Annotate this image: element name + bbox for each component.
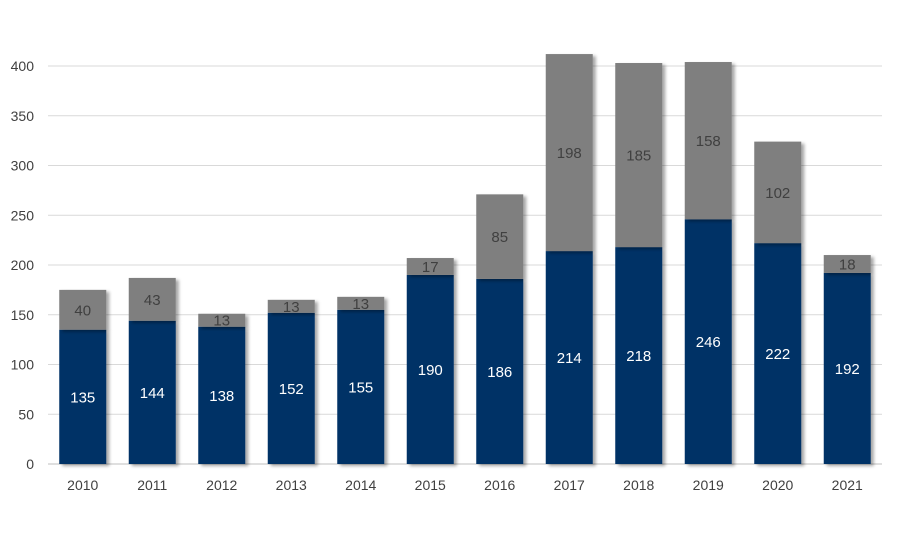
bar-segment [337,309,385,464]
data-label: 214 [557,350,582,367]
bar-segment [823,255,871,273]
bars: 135 40 144 43 138 13 152 13 155 13 190 17 186 85 214 19… [59,54,871,464]
data-label: 13 [283,299,300,316]
bar-segment [406,258,454,275]
bar-segment [545,251,593,464]
x-axis: 2010 2011 2012 2013 2014 2015 2016 2017 2018 2019… [67,477,863,493]
y-tick-label: 50 [18,406,34,422]
data-label: 138 [209,388,234,405]
bar-segment [754,243,802,464]
bar-segment [198,313,246,327]
x-tick-label: 2020 [762,477,793,493]
gridlines [48,65,882,465]
data-label: 43 [144,292,161,309]
bar-segment [128,320,176,464]
bar-segment [59,289,107,330]
data-label: 158 [696,133,721,150]
bar-segment [198,326,246,464]
x-tick-label: 2014 [345,477,376,493]
x-tick-label: 2015 [415,477,446,493]
bar-segment [545,54,593,252]
y-tick-label: 150 [11,307,35,323]
y-tick-label: 0 [26,456,34,472]
data-label: 222 [765,346,790,363]
y-tick-label: 100 [11,357,35,373]
bar-segment [406,274,454,464]
data-label: 186 [487,364,512,381]
data-label: 85 [491,229,508,246]
data-label: 185 [626,148,651,165]
data-label: 155 [348,379,373,396]
bar-segment [337,296,385,310]
bar-segment [128,277,176,321]
bar-segment [476,194,524,279]
data-label: 13 [352,296,369,313]
data-label: 18 [839,257,856,274]
x-tick-label: 2012 [206,477,237,493]
data-label: 102 [765,185,790,202]
data-label: 152 [279,381,304,398]
bar-segment [615,63,663,248]
x-tick-label: 2017 [554,477,585,493]
bar-segment [754,141,802,244]
x-tick-label: 2016 [484,477,515,493]
y-tick-label: 250 [11,207,35,223]
x-tick-label: 2013 [276,477,307,493]
data-label: 13 [213,313,230,330]
data-label: 198 [557,145,582,162]
bar-segment [684,219,732,464]
x-tick-label: 2019 [693,477,724,493]
y-axis: 0 50 100 150 200 250 300 350 400 [11,58,35,472]
data-label: 246 [696,334,721,351]
y-tick-label: 400 [11,58,35,74]
x-tick-label: 2011 [137,477,167,493]
bar-segment [823,272,871,464]
y-tick-label: 350 [11,108,35,124]
y-tick-label: 300 [11,158,35,174]
data-label: 190 [418,362,443,379]
x-tick-label: 2021 [832,477,863,493]
data-label: 135 [70,389,95,406]
data-label: 144 [140,385,165,402]
bar-segment [684,62,732,220]
bar-segment [267,312,315,464]
x-tick-label: 2018 [623,477,654,493]
data-label: 40 [74,302,91,319]
x-tick-label: 2010 [67,477,98,493]
bar-segment [476,278,524,464]
data-label: 218 [626,348,651,365]
bar-segment [615,247,663,464]
y-tick-label: 200 [11,257,35,273]
data-label: 17 [422,259,439,276]
bar-segment [267,299,315,313]
bar-segment [59,329,107,464]
data-label: 192 [835,361,860,378]
